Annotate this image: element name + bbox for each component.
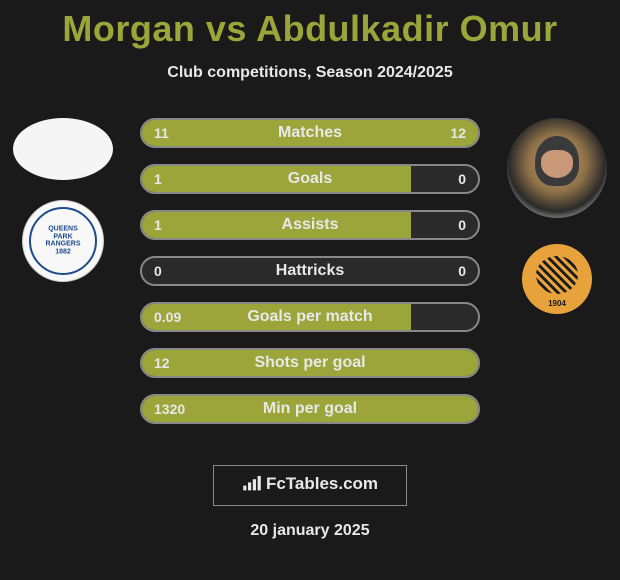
club-badge-left: QUEENS PARK RANGERS 1882	[22, 200, 104, 282]
stat-bars: 11 Matches 12 1 Goals 0 1 Assists 0 0 Hattricks 0 0.…	[140, 118, 480, 440]
hull-badge-year: 1904	[548, 299, 566, 308]
stat-value-right: 0	[458, 263, 466, 279]
stat-row: 12 Shots per goal	[140, 348, 480, 378]
stat-value-left: 0	[154, 263, 162, 279]
stat-value-left: 1320	[154, 401, 185, 417]
page-title: Morgan vs Abdulkadir Omur	[0, 0, 620, 50]
stat-value-right: 0	[458, 217, 466, 233]
stat-value-left: 1	[154, 171, 162, 187]
stat-label: Hattricks	[276, 262, 344, 280]
bar-fill-left	[142, 166, 411, 192]
stat-label: Assists	[282, 216, 339, 234]
right-player-column: 1904	[502, 118, 612, 320]
stat-row: 0 Hattricks 0	[140, 256, 480, 286]
stat-row: 1 Goals 0	[140, 164, 480, 194]
stat-label: Matches	[278, 124, 342, 142]
fctables-logo: FcTables.com	[242, 474, 378, 494]
stat-value-right: 12	[450, 125, 466, 141]
stat-value-left: 0.09	[154, 309, 181, 325]
comparison-card: Morgan vs Abdulkadir Omur Club competiti…	[0, 0, 620, 580]
footer: FcTables.com 20 january 2025	[0, 465, 620, 540]
player-left-avatar	[13, 118, 113, 180]
left-player-column: QUEENS PARK RANGERS 1882	[8, 118, 118, 282]
qpr-badge-text: QUEENS PARK RANGERS 1882	[43, 226, 83, 257]
date-text: 20 january 2025	[0, 522, 620, 540]
fctables-text: FcTables.com	[266, 474, 378, 494]
player-right-avatar	[507, 118, 607, 218]
bar-fill-left	[142, 212, 411, 238]
club-badge-right: 1904	[516, 238, 598, 320]
comparison-content: QUEENS PARK RANGERS 1882 1904 11Matches1…	[0, 100, 620, 440]
stat-value-left: 11	[154, 125, 169, 141]
subtitle: Club competitions, Season 2024/2025	[0, 64, 620, 82]
stat-row: 1320 Min per goal	[140, 394, 480, 424]
stat-value-left: 12	[154, 355, 170, 371]
stat-label: Min per goal	[263, 400, 357, 418]
bar-chart-icon	[242, 476, 262, 492]
fctables-box: FcTables.com	[213, 465, 407, 506]
stat-value-left: 1	[154, 217, 162, 233]
stat-label: Goals per match	[247, 308, 372, 326]
stat-row: 1 Assists 0	[140, 210, 480, 240]
stat-row: 0.09 Goals per match	[140, 302, 480, 332]
stat-label: Goals	[288, 170, 332, 188]
stat-value-right: 0	[458, 171, 466, 187]
stat-label: Shots per goal	[254, 354, 365, 372]
stat-row: 11 Matches 12	[140, 118, 480, 148]
